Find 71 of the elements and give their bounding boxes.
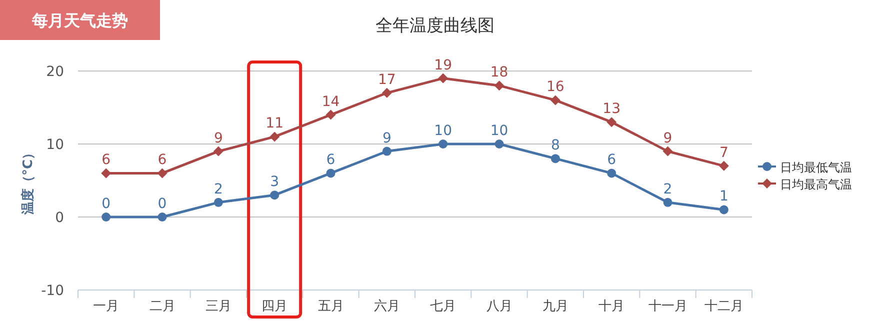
- x-tick-label: 十月: [598, 299, 625, 314]
- legend-item: 日均最低气温: [758, 160, 852, 174]
- chart-title: 全年温度曲线图: [376, 16, 494, 36]
- point: [550, 154, 560, 164]
- data-label: 19: [434, 57, 452, 74]
- point: [438, 73, 448, 84]
- x-tick-label: 十一月: [648, 299, 688, 314]
- point: [382, 88, 392, 98]
- legend-label: 日均最高气温: [780, 178, 852, 192]
- data-label: 9: [382, 130, 392, 146]
- point: [270, 132, 280, 142]
- point: [607, 168, 616, 178]
- data-label: 10: [434, 123, 452, 139]
- y-tick-label: -10: [41, 283, 64, 299]
- data-label: 3: [270, 174, 280, 190]
- data-label: 7: [719, 144, 728, 161]
- point: [101, 168, 112, 178]
- data-label: 2: [214, 181, 223, 198]
- y-axis-title: 温度（°C）: [20, 146, 36, 216]
- x-tick-label: 六月: [374, 299, 400, 314]
- y-tick-label: 0: [55, 210, 64, 226]
- data-label: 9: [214, 130, 223, 146]
- point: [550, 95, 560, 106]
- x-tick-label: 二月: [149, 299, 176, 314]
- x-tick-label: 十二月: [704, 299, 744, 314]
- legend-label: 日均最低气温: [780, 160, 852, 174]
- data-label: 6: [607, 152, 616, 168]
- data-label: 2: [663, 181, 672, 198]
- data-label: 13: [602, 101, 620, 118]
- x-tick-label: 一月: [93, 299, 120, 314]
- data-label: 11: [266, 116, 284, 132]
- legend-item: 日均最高气温: [758, 178, 852, 192]
- point: [157, 168, 168, 178]
- point: [662, 146, 673, 156]
- data-label: 6: [158, 152, 167, 168]
- x-tick-label: 七月: [430, 299, 456, 314]
- point: [494, 140, 504, 148]
- point: [606, 117, 617, 128]
- x-tick-label: 五月: [318, 299, 344, 314]
- data-label: 16: [546, 79, 564, 96]
- point: [719, 205, 728, 214]
- data-label: 6: [102, 152, 111, 168]
- x-tick-label: 九月: [542, 299, 568, 314]
- point: [326, 168, 336, 178]
- data-label: 0: [158, 196, 167, 212]
- data-label: 17: [378, 72, 396, 88]
- x-tick-label: 八月: [486, 299, 512, 314]
- data-label: 6: [326, 152, 336, 168]
- point: [158, 212, 167, 222]
- data-label: 1: [719, 188, 728, 205]
- point: [214, 198, 223, 207]
- point: [270, 190, 280, 200]
- point: [102, 212, 111, 222]
- x-tick-label: 四月: [262, 299, 288, 314]
- data-label: 18: [490, 64, 508, 81]
- point: [326, 110, 336, 120]
- point: [438, 140, 448, 148]
- point: [494, 80, 504, 91]
- point: [663, 198, 672, 207]
- point: [718, 160, 729, 171]
- x-tick-label: 三月: [205, 299, 232, 314]
- point: [382, 146, 392, 156]
- data-label: 9: [663, 130, 672, 146]
- data-label: 0: [102, 196, 111, 212]
- y-tick-label: 20: [46, 64, 64, 80]
- data-label: 14: [322, 94, 340, 110]
- data-label: 8: [550, 138, 560, 154]
- point: [213, 146, 224, 156]
- data-label: 10: [490, 123, 508, 139]
- annotation: 每月天气走势: [0, 0, 160, 40]
- y-tick-label: 10: [46, 137, 64, 153]
